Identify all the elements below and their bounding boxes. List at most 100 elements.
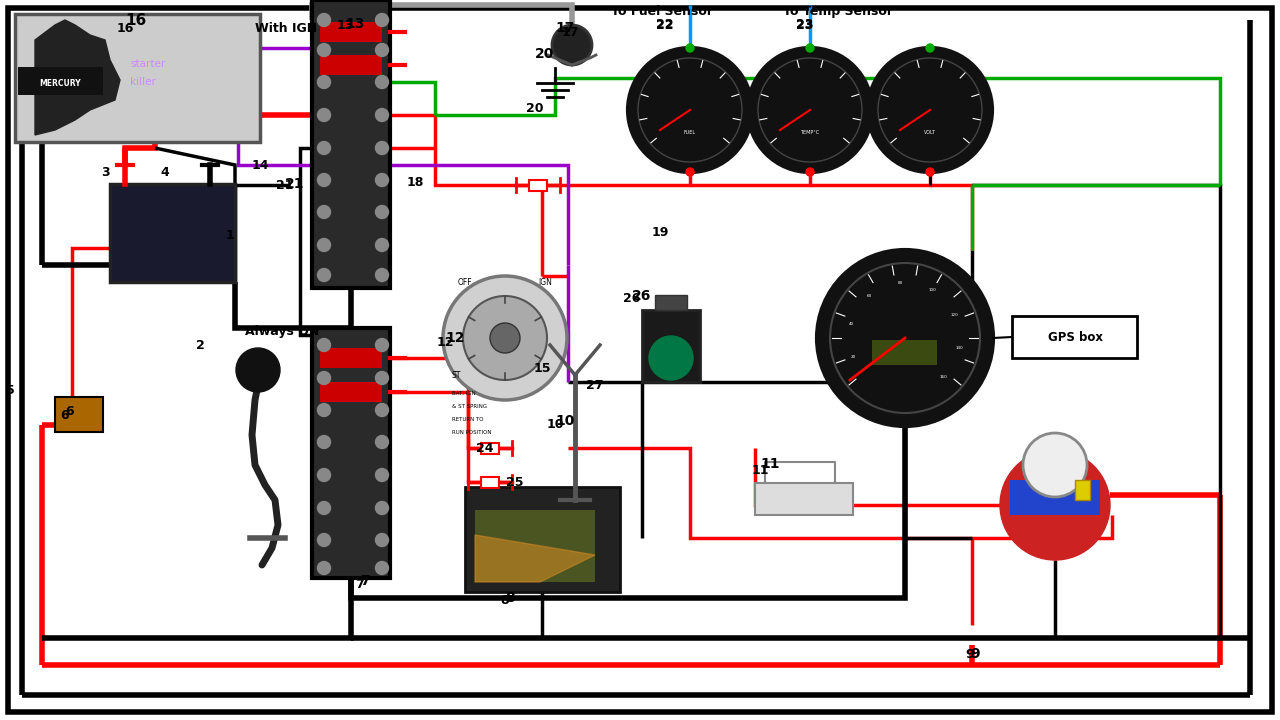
Circle shape (829, 263, 980, 413)
Circle shape (463, 296, 547, 380)
Text: 16: 16 (116, 22, 133, 35)
Bar (655, 295, 687, 310)
Circle shape (317, 562, 330, 575)
Circle shape (748, 48, 872, 172)
Circle shape (317, 109, 330, 122)
Text: IGN: IGN (538, 278, 552, 287)
Text: 21: 21 (285, 177, 305, 191)
Bar (1010, 480, 1100, 515)
Circle shape (317, 43, 330, 56)
Text: Always ON: Always ON (244, 325, 319, 338)
Circle shape (317, 436, 330, 449)
Bar (320, 348, 381, 368)
Circle shape (758, 58, 861, 162)
Circle shape (375, 205, 389, 218)
Text: 18: 18 (406, 176, 424, 189)
Circle shape (443, 276, 567, 400)
Text: 40: 40 (850, 322, 855, 325)
Bar (320, 55, 381, 75)
Text: & ST SPRING: & ST SPRING (452, 404, 488, 409)
Text: TEMP°C: TEMP°C (800, 130, 819, 135)
Text: 22: 22 (657, 19, 673, 32)
Circle shape (317, 142, 330, 155)
Text: 6: 6 (65, 405, 74, 418)
Text: 5: 5 (5, 384, 14, 397)
Polygon shape (35, 20, 120, 135)
Circle shape (806, 44, 814, 52)
Bar (755, 483, 852, 515)
Polygon shape (475, 535, 595, 582)
Text: 24: 24 (476, 441, 494, 454)
Text: RUN POSITION: RUN POSITION (452, 430, 492, 435)
Bar (475, 510, 595, 582)
Text: 20: 20 (535, 47, 554, 61)
Circle shape (817, 250, 993, 426)
Text: starter: starter (131, 59, 165, 69)
Text: RETURN TO: RETURN TO (452, 417, 484, 422)
Bar (1012, 316, 1137, 358)
Circle shape (317, 14, 330, 27)
Text: 7: 7 (356, 578, 365, 592)
Circle shape (375, 174, 389, 186)
Circle shape (1023, 433, 1087, 497)
Text: 12: 12 (436, 336, 453, 348)
Circle shape (1000, 450, 1110, 560)
Text: 13: 13 (346, 17, 365, 31)
Text: 26: 26 (623, 292, 641, 305)
Circle shape (375, 238, 389, 251)
Circle shape (317, 269, 330, 282)
Circle shape (868, 48, 992, 172)
Circle shape (375, 502, 389, 515)
Text: 15: 15 (534, 361, 550, 374)
Text: 10: 10 (547, 418, 563, 431)
Circle shape (236, 348, 280, 392)
Text: 17: 17 (561, 25, 579, 38)
Circle shape (375, 534, 389, 546)
Text: 4: 4 (160, 166, 169, 179)
Bar (15, 14, 260, 142)
Text: 20: 20 (851, 355, 856, 359)
Text: 27: 27 (586, 379, 604, 392)
Circle shape (375, 403, 389, 416)
Text: 16: 16 (125, 13, 146, 28)
Text: 8: 8 (500, 593, 509, 606)
Text: 11: 11 (751, 464, 769, 477)
Text: To Fuel Sensor: To Fuel Sensor (611, 5, 713, 18)
Text: ST: ST (452, 371, 461, 380)
Circle shape (375, 76, 389, 89)
Circle shape (649, 336, 692, 380)
Bar (312, 0, 390, 288)
Circle shape (925, 168, 934, 176)
Text: 11: 11 (760, 457, 780, 471)
Text: killer: killer (131, 77, 156, 87)
Circle shape (490, 323, 520, 353)
Text: 3: 3 (101, 166, 109, 179)
Bar (872, 340, 937, 365)
Text: 9: 9 (965, 649, 974, 662)
Circle shape (375, 14, 389, 27)
Text: 26: 26 (632, 289, 652, 303)
Circle shape (317, 502, 330, 515)
Circle shape (317, 469, 330, 482)
Text: 19: 19 (652, 225, 668, 238)
Bar (312, 328, 390, 578)
Bar (320, 22, 381, 42)
Text: 20: 20 (526, 102, 544, 114)
Bar (1075, 480, 1091, 500)
Circle shape (317, 205, 330, 218)
Circle shape (878, 58, 982, 162)
Text: 8: 8 (506, 591, 515, 605)
Circle shape (317, 338, 330, 351)
Circle shape (628, 48, 753, 172)
Circle shape (375, 338, 389, 351)
Circle shape (375, 372, 389, 384)
Bar (529, 179, 547, 191)
Text: 13: 13 (337, 19, 353, 32)
Bar (643, 310, 700, 382)
Circle shape (806, 168, 814, 176)
Text: BAT, IGN: BAT, IGN (452, 391, 476, 396)
Text: 22: 22 (657, 18, 673, 31)
Text: 160: 160 (940, 375, 947, 379)
Circle shape (686, 44, 694, 52)
Text: 7: 7 (360, 574, 370, 588)
